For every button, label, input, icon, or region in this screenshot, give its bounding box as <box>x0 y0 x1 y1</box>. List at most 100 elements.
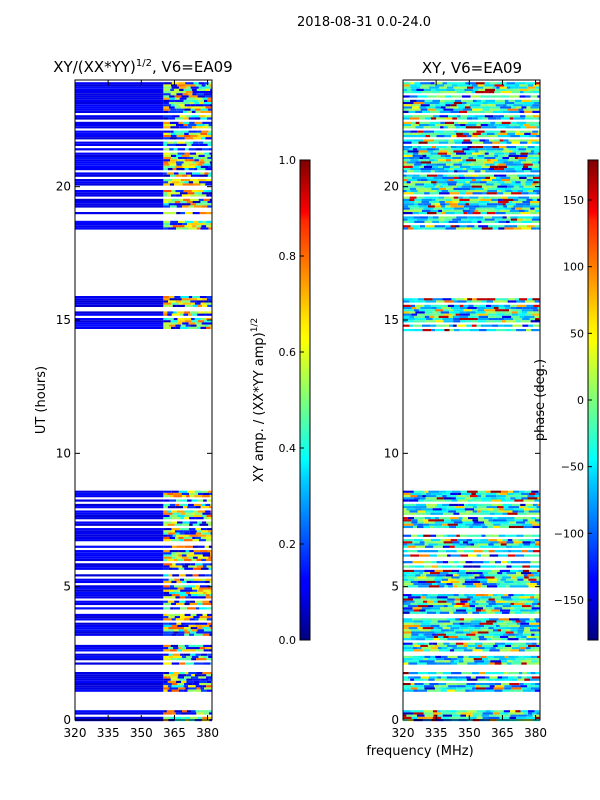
heatmap-cell <box>453 150 465 153</box>
heatmap-cell <box>466 683 476 686</box>
heatmap-cell <box>470 638 480 641</box>
heatmap-cell <box>205 95 212 98</box>
heatmap-cell <box>466 99 473 102</box>
heatmap-cell <box>163 104 171 107</box>
heatmap-cell <box>412 148 418 151</box>
heatmap-cell <box>403 561 413 564</box>
heatmap-cell <box>424 304 431 307</box>
heatmap-cell <box>200 227 209 230</box>
heatmap-cell <box>183 539 193 542</box>
heatmap-cell <box>428 676 438 679</box>
heatmap-cell <box>198 591 204 595</box>
heatmap-cell <box>163 163 170 166</box>
heatmap-cell <box>520 622 530 625</box>
heatmap-cell <box>485 523 494 526</box>
heatmap-cell <box>528 88 540 91</box>
heatmap-cell <box>524 132 531 135</box>
heatmap-cell <box>434 521 445 524</box>
heatmap-cell <box>467 642 475 645</box>
colorbar-tick-label: 0.0 <box>279 634 297 647</box>
heatmap-cell <box>202 203 211 206</box>
heatmap-cell <box>497 203 503 206</box>
heatmap-cell <box>179 88 184 91</box>
shared-xlabel: frequency (MHz) <box>366 744 473 759</box>
heatmap-cell <box>481 227 493 230</box>
heatmap-cell <box>163 205 171 208</box>
heatmap-cell <box>403 220 409 223</box>
heatmap-cell <box>471 492 476 496</box>
heatmap-cell <box>495 311 506 314</box>
heatmap-cell <box>183 627 191 630</box>
heatmap-cell <box>184 644 189 648</box>
heatmap-cell <box>167 227 177 230</box>
heatmap-cell <box>436 212 442 215</box>
heatmap-cell <box>171 689 179 692</box>
heatmap-cell <box>201 490 209 493</box>
heatmap-cell <box>451 490 461 493</box>
heatmap-cell <box>442 148 453 151</box>
heatmap-cell <box>411 121 416 124</box>
heatmap-cell <box>493 300 503 303</box>
heatmap-cell <box>208 84 212 87</box>
heatmap-cell <box>198 580 206 584</box>
heatmap-cell <box>487 190 498 193</box>
heatmap-cell <box>495 561 501 564</box>
heatmap-cell <box>409 315 415 318</box>
heatmap-cell <box>442 545 450 548</box>
heatmap-cell <box>464 161 471 164</box>
heatmap-cell <box>163 631 170 634</box>
heatmap-cell <box>481 585 487 588</box>
heatmap-cell <box>200 201 208 204</box>
y-tick-label: 5 <box>63 580 71 594</box>
heatmap-cell <box>481 179 493 182</box>
heatmap-cell <box>438 165 444 168</box>
heatmap-cell <box>517 642 526 645</box>
heatmap-cell <box>446 181 457 184</box>
heatmap-cell <box>174 88 180 91</box>
heatmap-cell <box>516 521 525 524</box>
heatmap-cell <box>403 580 411 584</box>
heatmap-cell <box>485 139 490 142</box>
heatmap-cell <box>435 655 442 659</box>
heatmap-cell <box>473 550 483 553</box>
heatmap-cell <box>403 179 408 182</box>
heatmap-cell <box>439 517 450 520</box>
heatmap-cell <box>425 309 436 312</box>
heatmap-cell <box>163 655 170 659</box>
heatmap-cell <box>535 196 540 199</box>
heatmap-cell <box>466 324 472 327</box>
heatmap-cell <box>209 495 212 498</box>
heatmap-cell <box>403 510 410 513</box>
heatmap-cell <box>181 680 187 683</box>
heatmap-cell <box>407 88 412 91</box>
heatmap-cell <box>432 609 442 612</box>
heatmap-cell <box>498 304 505 307</box>
heatmap-cell <box>403 187 410 190</box>
heatmap-cell <box>537 512 540 515</box>
heatmap-cell <box>75 194 164 197</box>
heatmap-cell <box>403 503 408 507</box>
heatmap-cell <box>427 150 433 153</box>
heatmap-cell <box>445 212 455 215</box>
heatmap-cell <box>195 517 204 520</box>
heatmap-cell <box>507 554 516 557</box>
heatmap-cell <box>423 203 432 206</box>
heatmap-cell <box>439 490 446 493</box>
heatmap-cell <box>433 176 443 179</box>
heatmap-cell <box>75 320 164 323</box>
heatmap-cell <box>456 117 467 120</box>
heatmap-cell <box>532 130 539 133</box>
heatmap-cell <box>194 552 202 555</box>
heatmap-cell <box>517 714 528 717</box>
heatmap-cell <box>163 622 169 625</box>
heatmap-cell <box>412 618 422 621</box>
heatmap-cell <box>411 594 423 597</box>
heatmap-cell <box>519 185 524 188</box>
heatmap-cell <box>414 198 422 201</box>
heatmap-cell <box>454 689 466 692</box>
heatmap-cell <box>456 534 460 537</box>
heatmap-cell <box>184 613 191 617</box>
heatmap-cell <box>194 689 202 692</box>
heatmap-cell <box>444 660 451 663</box>
